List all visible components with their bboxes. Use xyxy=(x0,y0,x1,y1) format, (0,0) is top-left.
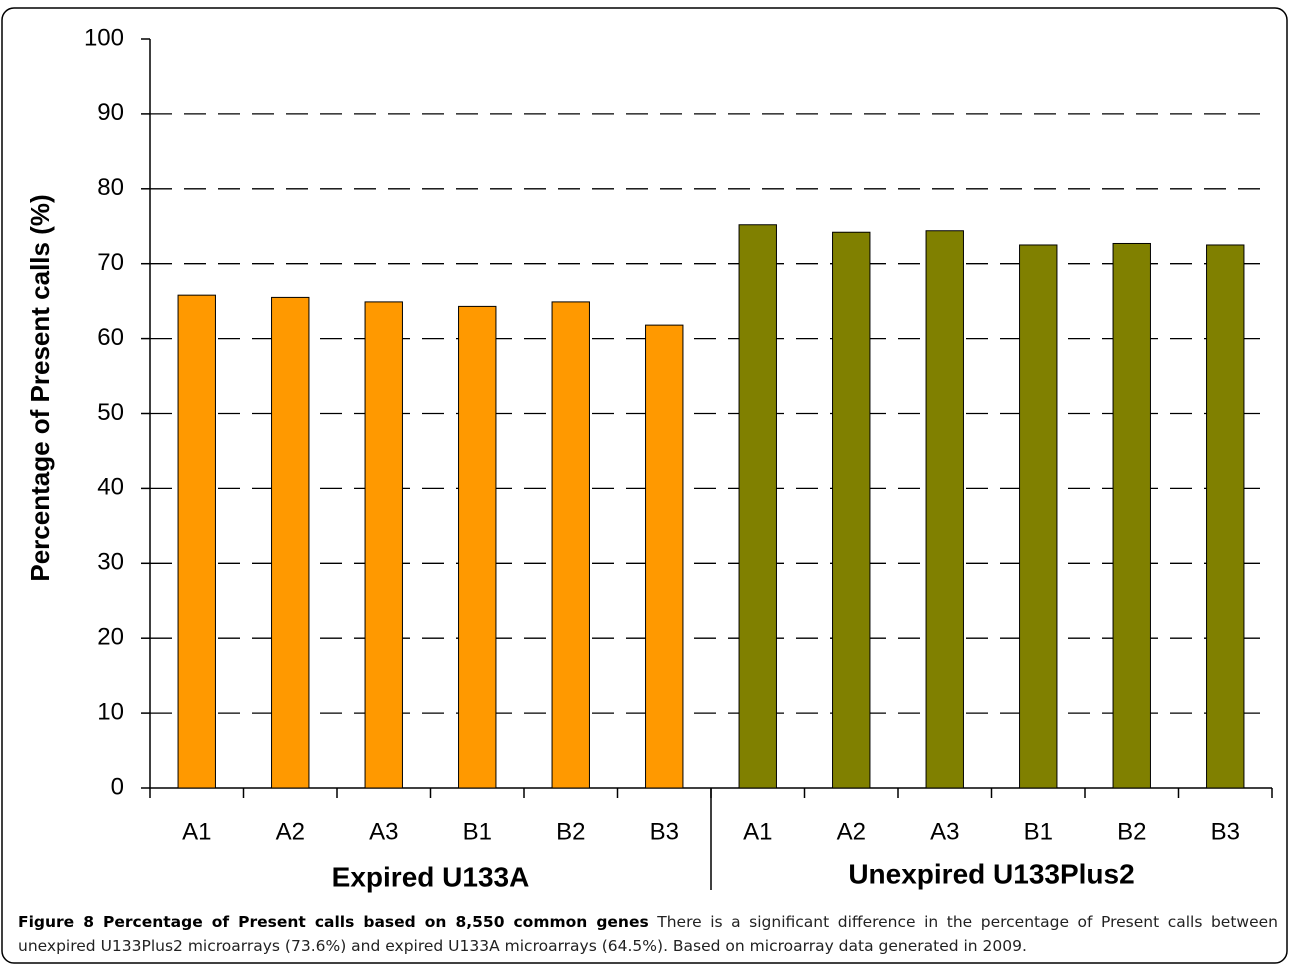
y-tick-label: 30 xyxy=(97,549,124,576)
bar xyxy=(738,224,777,789)
y-tick-label: 10 xyxy=(97,698,124,725)
x-tick-label: B1 xyxy=(1024,818,1053,845)
y-axis-label: Percentage of Present calls (%) xyxy=(25,194,55,581)
bar xyxy=(645,324,684,789)
group-label: Expired U133A xyxy=(332,861,530,892)
x-tick-label: A2 xyxy=(276,818,305,845)
y-tick-label: 100 xyxy=(84,24,124,51)
caption-text: There is a significant difference in the… xyxy=(18,913,1278,955)
x-tick-label: B3 xyxy=(650,818,679,845)
bar xyxy=(925,230,964,789)
frame xyxy=(1,7,1288,964)
y-tick-label: 70 xyxy=(97,249,124,276)
bar xyxy=(551,301,590,789)
y-tick-label: 0 xyxy=(111,773,124,800)
bar xyxy=(364,301,403,789)
bar xyxy=(1206,244,1245,789)
bar xyxy=(1019,244,1058,789)
x-tick-label: A3 xyxy=(369,818,398,845)
x-tick-label: B1 xyxy=(463,818,492,845)
bar xyxy=(1112,242,1151,789)
bar xyxy=(177,294,216,789)
bar xyxy=(832,231,871,789)
caption-title: Figure 8 Percentage of Present calls bas… xyxy=(18,913,649,931)
x-tick-label: A2 xyxy=(837,818,866,845)
bar xyxy=(271,296,310,789)
y-tick-label: 60 xyxy=(97,324,124,351)
x-tick-label: B2 xyxy=(556,818,585,845)
y-tick-label: 80 xyxy=(97,174,124,201)
x-tick-label: B3 xyxy=(1211,818,1240,845)
caption: Figure 8 Percentage of Present calls bas… xyxy=(18,910,1278,958)
x-tick-label: A1 xyxy=(182,818,211,845)
x-tick-label: A3 xyxy=(930,818,959,845)
bar xyxy=(458,305,497,789)
x-tick-label: B2 xyxy=(1117,818,1146,845)
y-tick-label: 20 xyxy=(97,624,124,651)
y-tick-label: 50 xyxy=(97,399,124,426)
y-tick-label: 40 xyxy=(97,474,124,501)
y-tick-label: 90 xyxy=(97,99,124,126)
x-tick-label: A1 xyxy=(743,818,772,845)
group-label: Unexpired U133Plus2 xyxy=(848,858,1134,889)
